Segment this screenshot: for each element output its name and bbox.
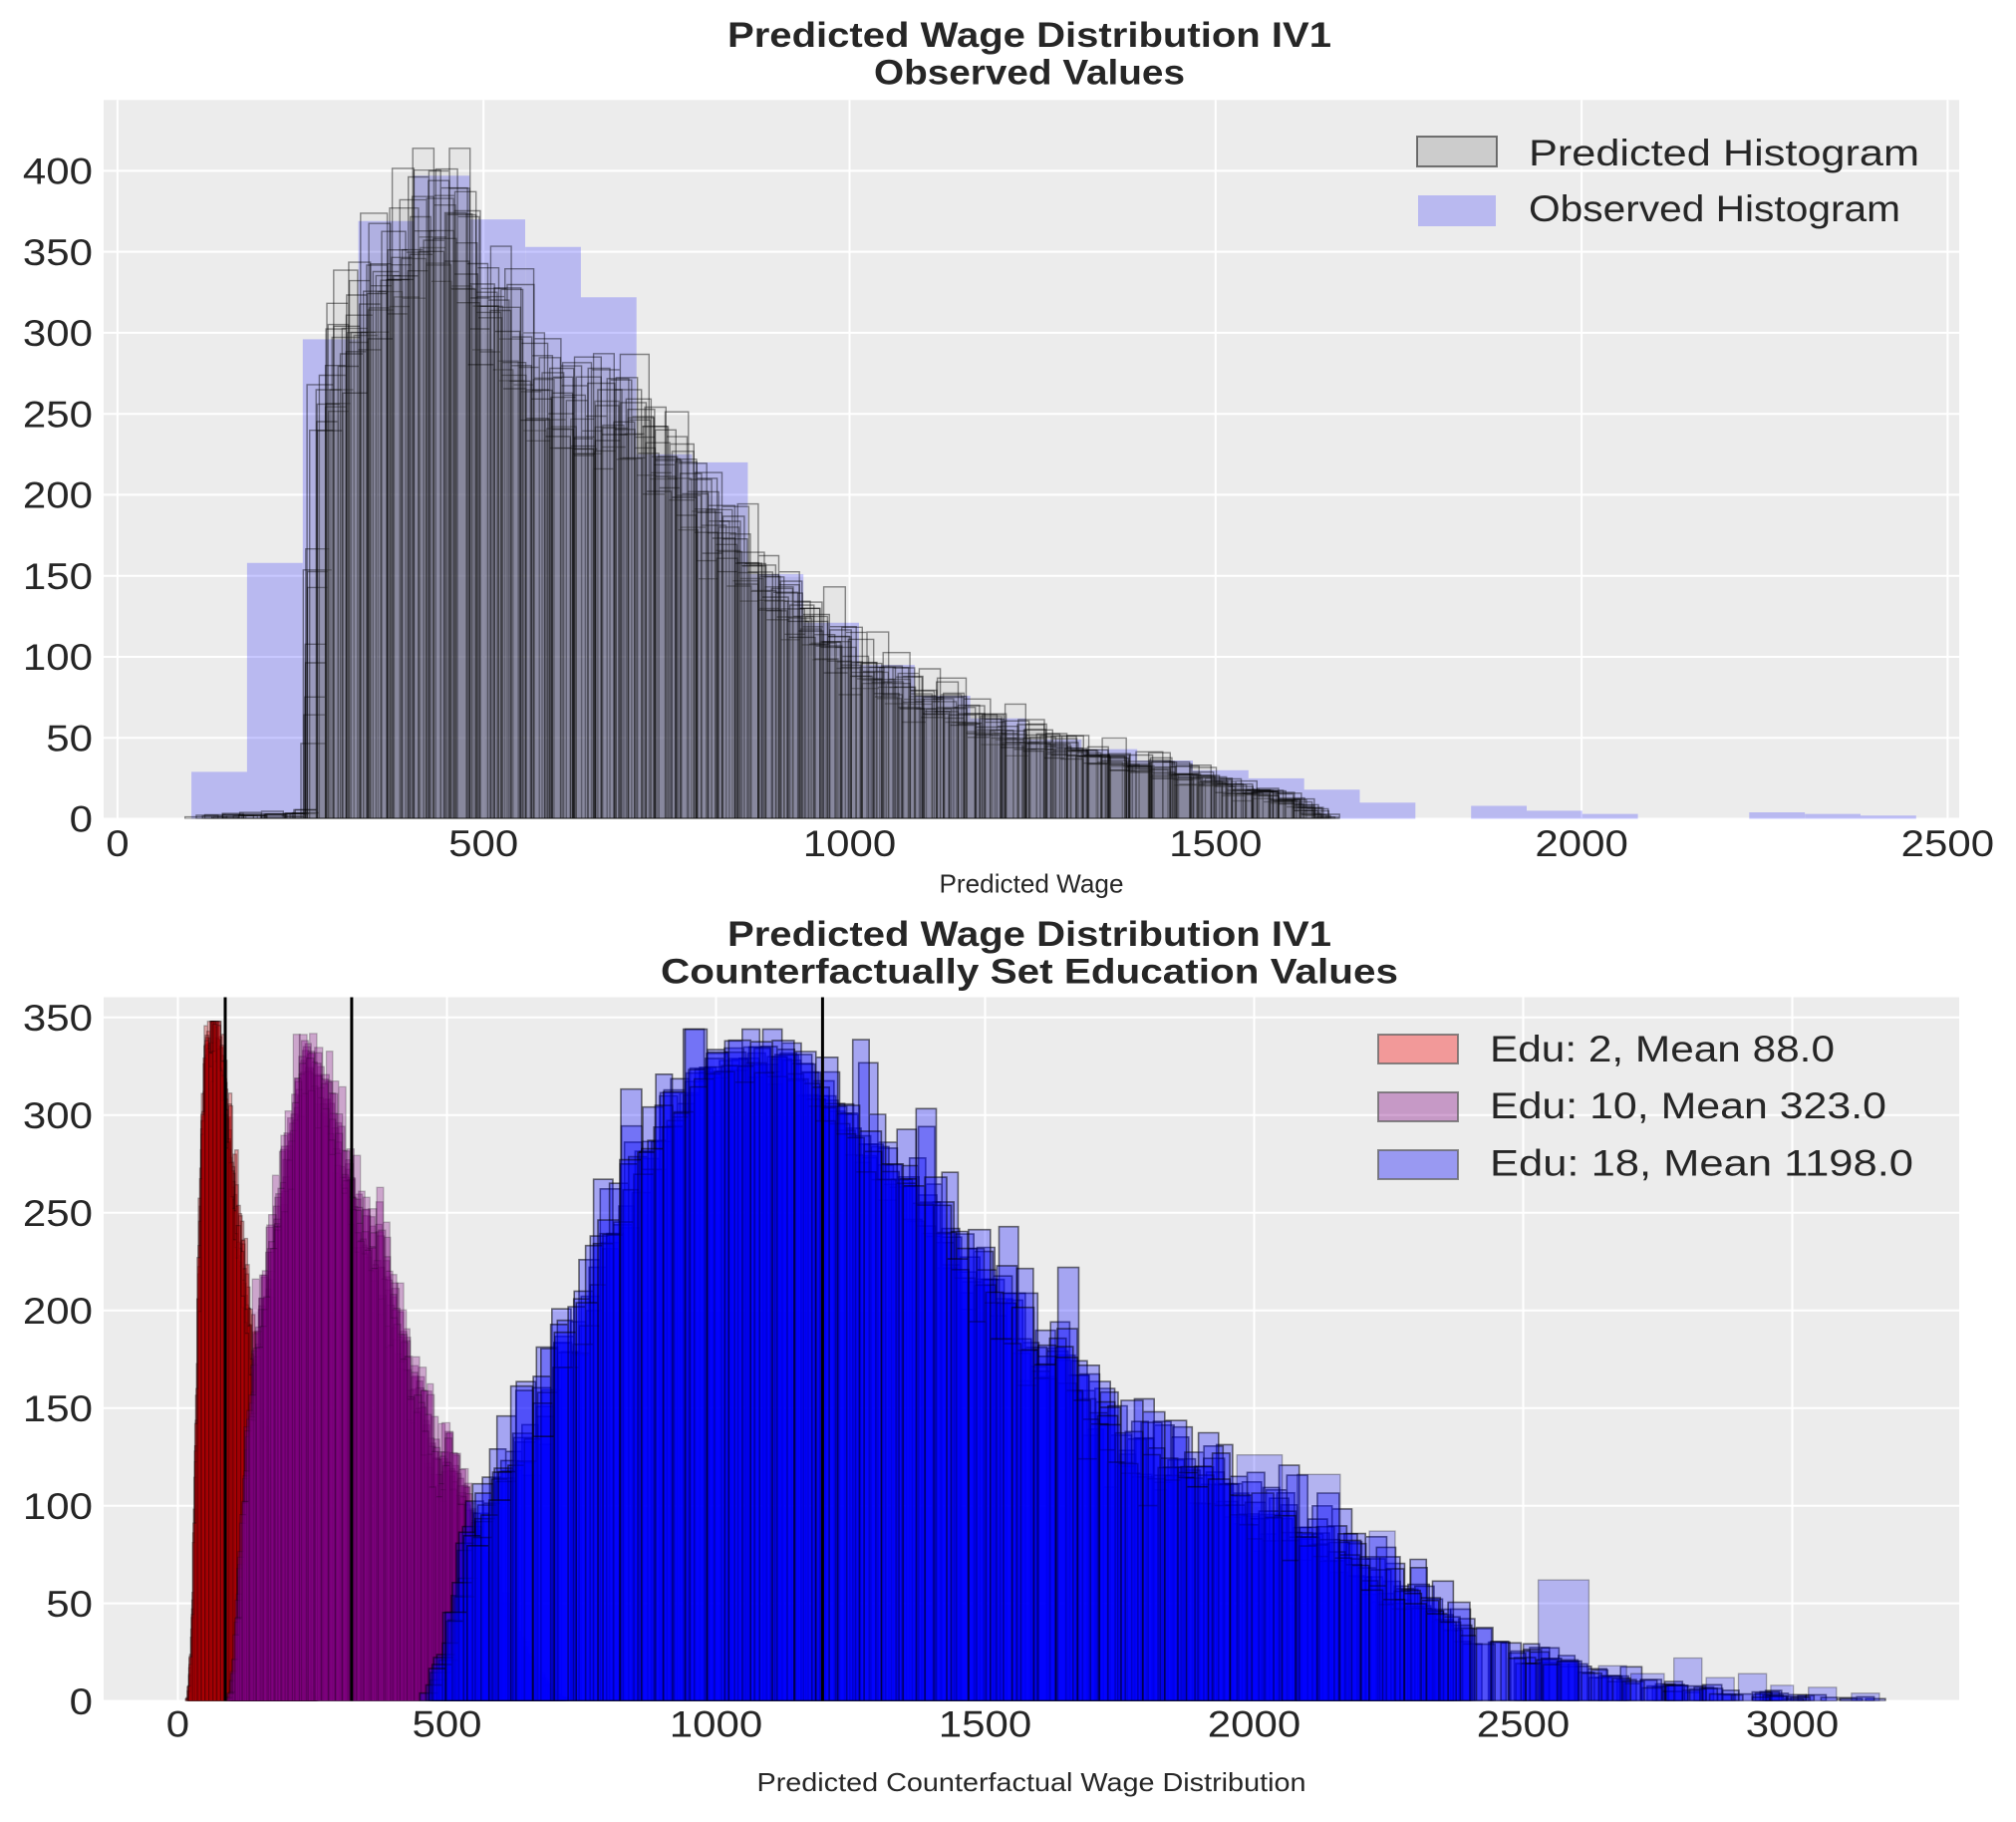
- svg-text:Predicted Wage Distribution IV: Predicted Wage Distribution IV1: [727, 915, 1331, 954]
- svg-text:300: 300: [23, 313, 93, 354]
- svg-text:2000: 2000: [1208, 1704, 1300, 1745]
- svg-text:2500: 2500: [1477, 1704, 1570, 1745]
- svg-text:250: 250: [23, 394, 93, 435]
- svg-text:100: 100: [23, 1486, 93, 1527]
- svg-text:3000: 3000: [1746, 1704, 1839, 1745]
- svg-text:Predicted Counterfactual Wage: Predicted Counterfactual Wage Distributi…: [757, 1767, 1306, 1797]
- svg-text:250: 250: [23, 1193, 93, 1234]
- svg-text:1500: 1500: [939, 1704, 1031, 1745]
- svg-text:Counterfactually Set Education: Counterfactually Set Education Values: [661, 953, 1398, 992]
- svg-text:500: 500: [412, 1704, 481, 1745]
- svg-text:2000: 2000: [1535, 823, 1627, 864]
- svg-text:0: 0: [106, 823, 129, 864]
- svg-text:200: 200: [23, 475, 93, 516]
- svg-text:50: 50: [46, 1584, 93, 1625]
- svg-text:Predicted Wage Distribution IV: Predicted Wage Distribution IV1: [727, 16, 1331, 55]
- svg-text:Edu: 18, Mean 1198.0: Edu: 18, Mean 1198.0: [1490, 1143, 1913, 1184]
- svg-text:50: 50: [46, 718, 93, 759]
- svg-text:500: 500: [448, 823, 518, 864]
- svg-text:Edu: 10, Mean 323.0: Edu: 10, Mean 323.0: [1490, 1085, 1886, 1126]
- svg-text:200: 200: [23, 1291, 93, 1332]
- svg-text:0: 0: [70, 1681, 93, 1722]
- svg-text:Predicted Wage: Predicted Wage: [940, 869, 1124, 899]
- svg-text:150: 150: [23, 556, 93, 597]
- svg-text:1000: 1000: [803, 823, 896, 864]
- svg-text:0: 0: [70, 799, 93, 840]
- svg-text:Edu: 2, Mean 88.0: Edu: 2, Mean 88.0: [1490, 1029, 1835, 1069]
- svg-text:150: 150: [23, 1388, 93, 1429]
- svg-text:350: 350: [23, 232, 93, 273]
- svg-text:Predicted Histogram: Predicted Histogram: [1529, 133, 1919, 173]
- svg-text:100: 100: [23, 637, 93, 678]
- svg-text:1500: 1500: [1169, 823, 1262, 864]
- svg-text:400: 400: [23, 152, 93, 192]
- svg-text:0: 0: [166, 1704, 189, 1745]
- svg-text:350: 350: [23, 998, 93, 1039]
- svg-text:1000: 1000: [670, 1704, 762, 1745]
- svg-text:Observed Values: Observed Values: [874, 54, 1185, 93]
- svg-text:Observed Histogram: Observed Histogram: [1529, 188, 1900, 229]
- svg-text:2500: 2500: [1901, 823, 1994, 864]
- svg-text:300: 300: [23, 1095, 93, 1136]
